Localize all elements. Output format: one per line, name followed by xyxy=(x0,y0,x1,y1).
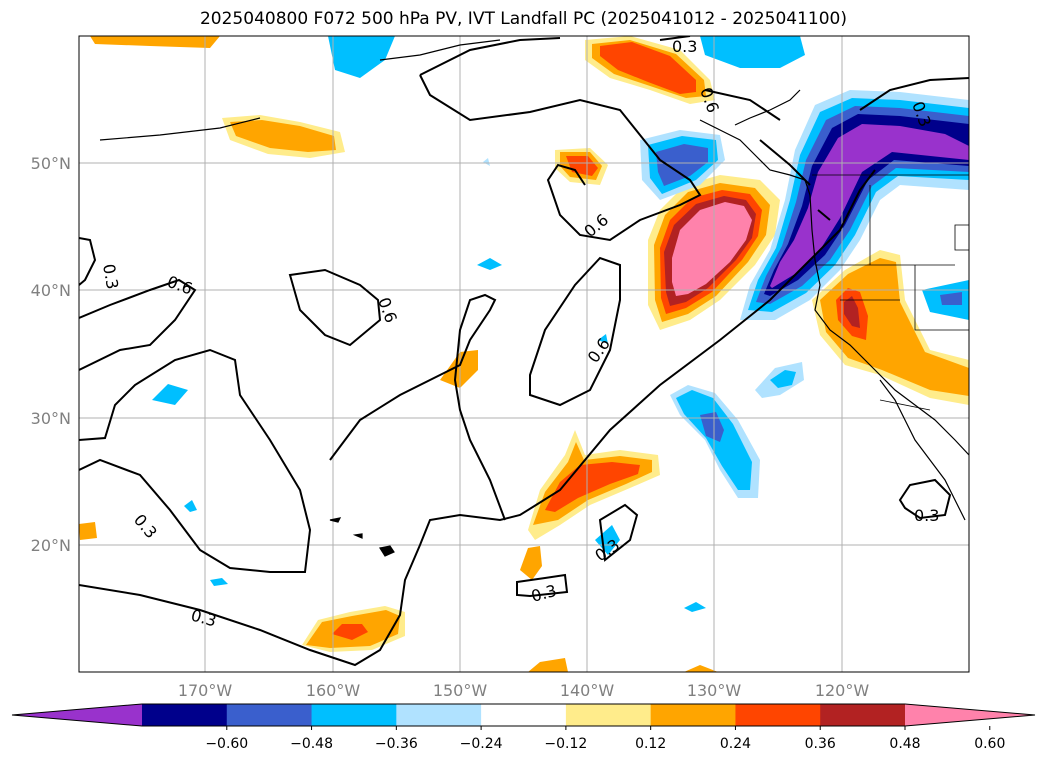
colorbar-outline xyxy=(11,703,1036,727)
colorbar-tick-label: 0.48 xyxy=(889,736,920,752)
contour-label: 0.3 xyxy=(99,262,122,290)
lon-label: 170°W xyxy=(178,681,233,700)
colorbar-extension-low xyxy=(12,704,142,726)
lon-label: 130°W xyxy=(687,681,742,700)
lon-label: 120°W xyxy=(815,681,870,700)
shaded-field xyxy=(79,36,969,672)
colorbar-bin xyxy=(820,704,906,726)
colorbar-extension-high xyxy=(905,704,1035,726)
lat-label: 20°N xyxy=(31,536,71,555)
lat-label: 30°N xyxy=(31,409,71,428)
map-frame xyxy=(78,35,970,673)
colorbar-bin xyxy=(226,704,313,726)
map-area: 0.3 0.6 0.6 0.3 0.6 0.6 0.3 0.3 0.3 0.3 … xyxy=(79,36,969,672)
colorbar-bin xyxy=(735,704,821,726)
colorbar-tick-label: −0.60 xyxy=(205,736,248,752)
lon-label: 160°W xyxy=(306,681,361,700)
lat-labels: 50°N 40°N 30°N 20°N xyxy=(31,154,71,555)
colorbar-tick-label: −0.48 xyxy=(290,736,333,752)
colorbar-tick-label: 0.60 xyxy=(974,736,1005,752)
colorbar-tick-label: 0.12 xyxy=(635,736,666,752)
lat-label: 50°N xyxy=(31,154,71,173)
colorbar-tick-label: 0.36 xyxy=(805,736,836,752)
colorbar-bin xyxy=(142,704,228,726)
colorbar-bin xyxy=(311,704,397,726)
colorbar-bin xyxy=(565,704,652,726)
colorbar-tick-label: −0.12 xyxy=(544,736,587,752)
contour-label: 0.3 xyxy=(672,37,697,56)
colorbar: −0.60 −0.48 −0.36 −0.24 −0.12 0.12 0.24 0.36 0.4… xyxy=(11,703,1036,752)
coastlines xyxy=(99,39,969,557)
colorbar-tick-label: 0.24 xyxy=(720,736,751,752)
contour-label: 0.3 xyxy=(914,506,939,525)
lon-label: 140°W xyxy=(560,681,615,700)
colorbar-tick-label: −0.24 xyxy=(460,736,503,752)
lon-label: 150°W xyxy=(433,681,488,700)
colorbar-bin xyxy=(650,704,736,726)
lat-label: 40°N xyxy=(31,281,71,300)
contours xyxy=(79,36,969,667)
colorbar-tick-label: −0.36 xyxy=(375,736,418,752)
colorbar-bin xyxy=(396,704,482,726)
lon-labels: 170°W 160°W 150°W 140°W 130°W 120°W xyxy=(178,681,870,700)
colorbar-bin xyxy=(481,704,567,726)
map-title: 2025040800 F072 500 hPa PV, IVT Landfall… xyxy=(199,9,847,29)
gridlines xyxy=(79,36,969,672)
